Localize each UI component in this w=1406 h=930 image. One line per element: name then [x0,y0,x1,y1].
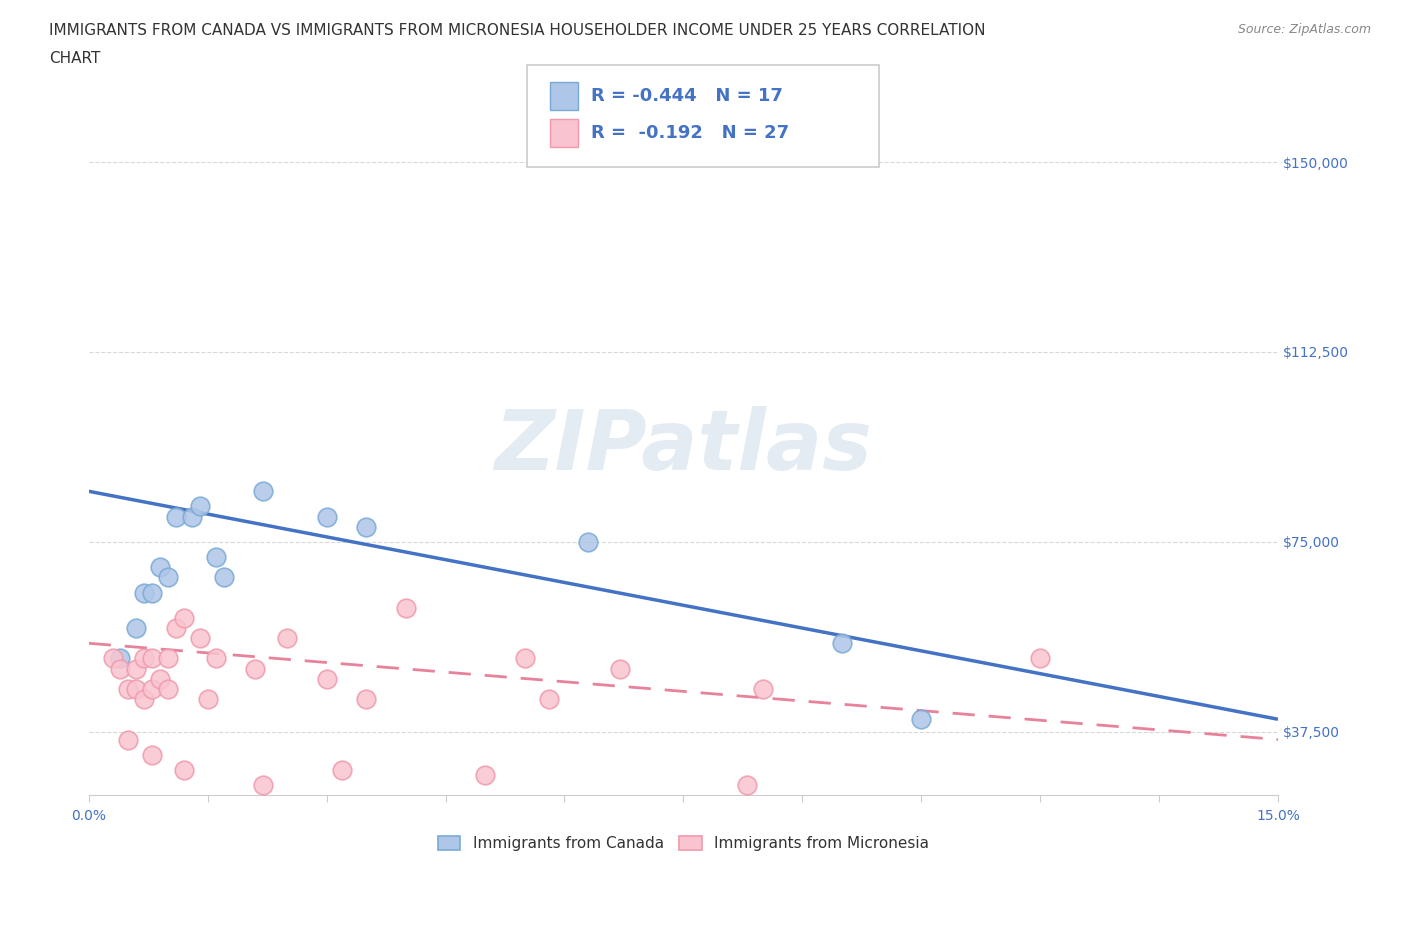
Text: R = -0.444   N = 17: R = -0.444 N = 17 [591,86,782,105]
Point [315,671,337,686]
Point [252,777,274,792]
Point [212,570,235,585]
Point [165,620,187,635]
Point [165,510,187,525]
Point [125,682,148,697]
Point [395,601,418,616]
Text: CHART: CHART [49,51,101,66]
Point [157,651,180,666]
Point [110,651,132,666]
Point [149,671,172,686]
Point [204,550,226,565]
Point [101,651,124,666]
Point [315,510,337,525]
Point [276,631,298,645]
Point [197,692,219,707]
Point [332,763,354,777]
Point [141,682,163,697]
Point [141,748,163,763]
Point [245,661,267,676]
Point [188,499,211,514]
Text: Source: ZipAtlas.com: Source: ZipAtlas.com [1237,23,1371,36]
Point [910,711,932,726]
Point [576,535,599,550]
Text: IMMIGRANTS FROM CANADA VS IMMIGRANTS FROM MICRONESIA HOUSEHOLDER INCOME UNDER 25: IMMIGRANTS FROM CANADA VS IMMIGRANTS FRO… [49,23,986,38]
Point [1029,651,1052,666]
Point [141,651,163,666]
Point [474,767,496,782]
Point [134,651,156,666]
Point [188,631,211,645]
Text: R =  -0.192   N = 27: R = -0.192 N = 27 [591,124,789,142]
Point [751,682,773,697]
Point [180,510,202,525]
Point [831,636,853,651]
Point [537,692,560,707]
Point [117,732,139,747]
Point [110,661,132,676]
Point [157,570,180,585]
Point [252,484,274,498]
Point [173,610,195,625]
Point [149,560,172,575]
Point [157,682,180,697]
Point [354,519,377,534]
Point [141,585,163,600]
Point [134,585,156,600]
Point [134,692,156,707]
Point [513,651,536,666]
Point [117,682,139,697]
Point [204,651,226,666]
Legend: Immigrants from Canada, Immigrants from Micronesia: Immigrants from Canada, Immigrants from … [432,830,935,857]
Point [735,777,758,792]
Text: ZIPatlas: ZIPatlas [495,406,872,487]
Point [125,661,148,676]
Point [609,661,631,676]
Point [354,692,377,707]
Point [125,620,148,635]
Point [173,763,195,777]
